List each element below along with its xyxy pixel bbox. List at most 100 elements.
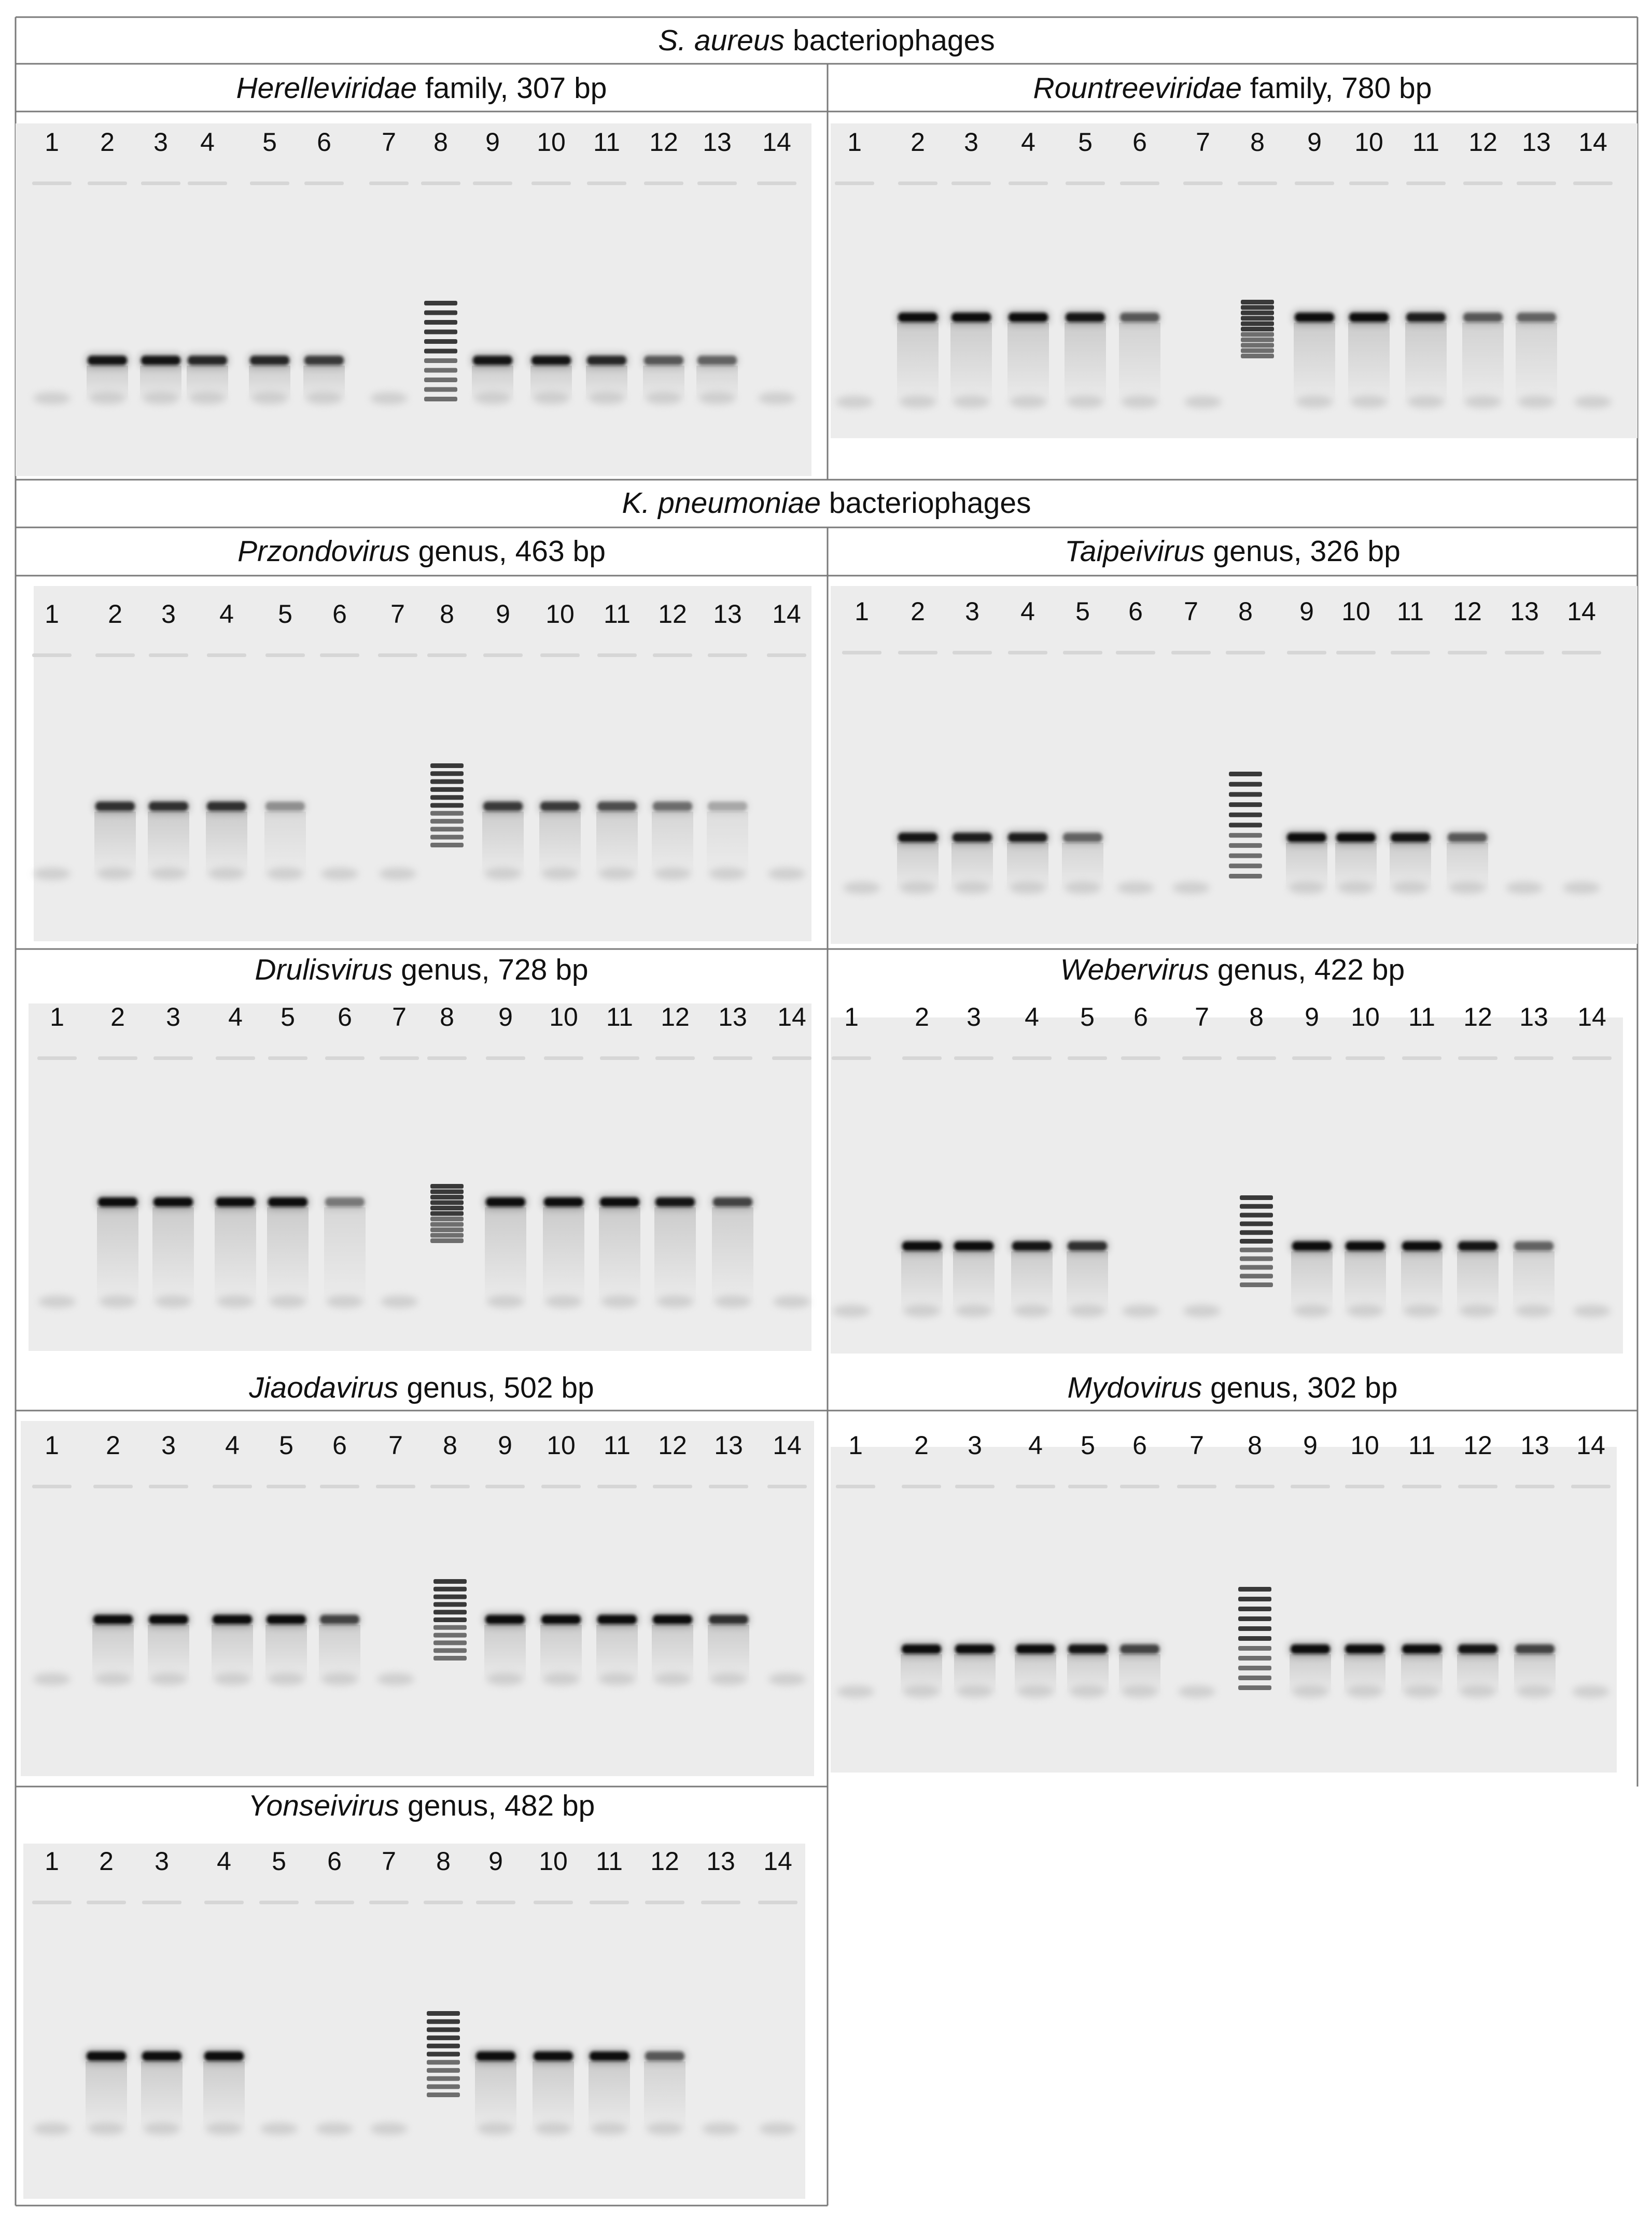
gel-well — [898, 182, 937, 185]
lane-number: 14 — [1578, 128, 1607, 157]
lane-smear — [203, 2061, 245, 2131]
gel-well — [600, 1056, 639, 1060]
lane-number: 1 — [50, 1002, 64, 1031]
gel-well — [1562, 651, 1601, 654]
primer-dimer-haze — [38, 1295, 76, 1308]
pcr-band — [1448, 833, 1487, 842]
ladder-band — [1240, 1204, 1273, 1209]
gel-well — [320, 1485, 359, 1488]
pcr-band — [597, 1615, 637, 1624]
gel-well — [149, 1485, 188, 1488]
gel-well — [32, 1485, 72, 1488]
gel-image — [34, 586, 811, 941]
pcr-band — [898, 833, 937, 842]
ladder-band — [1240, 1239, 1273, 1244]
lane-smear — [94, 812, 136, 876]
ladder-band — [1241, 348, 1274, 353]
gel-well — [142, 1901, 181, 1904]
ladder-band — [427, 2060, 460, 2065]
ladder-band — [430, 1211, 464, 1216]
lane-smear — [1401, 1251, 1443, 1314]
gel-well — [697, 182, 737, 185]
lane-smear — [1447, 843, 1488, 890]
primer-dimer-haze — [1172, 882, 1210, 894]
gel-well — [421, 182, 460, 185]
lane-smear — [1119, 323, 1160, 404]
ladder-band — [1229, 833, 1262, 838]
lane-number: 5 — [1075, 597, 1090, 626]
ladder-band — [433, 1586, 467, 1592]
gel-well — [953, 651, 992, 654]
ladder-band — [1238, 1636, 1271, 1641]
gel-well — [188, 182, 227, 185]
lane-smear — [472, 366, 513, 401]
pcr-band — [1120, 1644, 1159, 1654]
gel-image — [23, 1844, 805, 2199]
lane-smear — [530, 366, 572, 401]
ladder-band — [433, 1579, 467, 1584]
pcr-band — [540, 802, 580, 811]
ladder-band — [1238, 1685, 1271, 1690]
lane-number: 8 — [1250, 128, 1265, 157]
ladder-band — [427, 2076, 460, 2081]
gel-well — [767, 653, 806, 657]
pcr-band — [95, 802, 135, 811]
ladder-band — [424, 310, 457, 315]
gel-well — [701, 1901, 740, 1904]
lane-number: 6 — [1132, 1431, 1147, 1460]
ladder-band — [1241, 310, 1274, 315]
ladder-band — [1240, 1221, 1273, 1226]
lane-number: 5 — [279, 1431, 293, 1460]
panel-title: Yonseivirus genus, 482 bp — [248, 1789, 595, 1822]
pcr-band — [1008, 833, 1047, 842]
gel-well — [1402, 1485, 1441, 1488]
lane-smear — [1294, 323, 1335, 404]
gel-image — [831, 1017, 1623, 1354]
lane-smear — [539, 812, 581, 876]
lane-smear — [1067, 1654, 1109, 1694]
primer-dimer-haze — [1183, 1305, 1221, 1317]
primer-dimer-haze — [768, 1673, 806, 1685]
gel-well — [1505, 651, 1544, 654]
lane-number: 1 — [848, 1431, 863, 1460]
lane-number: 6 — [1132, 128, 1147, 157]
gel-well — [1345, 1485, 1384, 1488]
gel-well — [1295, 182, 1334, 185]
lane-number: 4 — [1021, 128, 1035, 157]
gel-well — [1235, 1485, 1275, 1488]
primer-dimer-haze — [836, 396, 873, 408]
primer-dimer-haze — [33, 868, 71, 880]
ladder-band — [430, 1189, 464, 1194]
pcr-band — [1120, 313, 1159, 322]
gel-well — [1120, 1485, 1159, 1488]
lane-number: 10 — [1341, 597, 1370, 626]
gel-well — [37, 1056, 77, 1060]
ladder-band — [433, 1610, 467, 1615]
pcr-band — [655, 1197, 695, 1207]
ladder-band — [1240, 1247, 1273, 1252]
gel-well — [544, 1056, 583, 1060]
gel-well — [315, 1901, 354, 1904]
lane-number: 12 — [658, 599, 687, 629]
pcr-band — [1066, 313, 1105, 322]
lane-number: 7 — [382, 1847, 396, 1876]
ladder-band — [430, 779, 464, 784]
pcr-band — [1295, 313, 1334, 322]
lane-number: 2 — [99, 1847, 114, 1876]
taxon-name: Mydovirus — [1067, 1371, 1202, 1404]
lane-number: 8 — [1249, 1002, 1264, 1031]
lane-smear — [589, 2061, 630, 2131]
lane-smear — [484, 1625, 526, 1682]
ladder-band — [430, 843, 464, 847]
gel-well — [32, 182, 72, 185]
lane-smear — [92, 1625, 134, 1682]
primer-dimer-haze — [316, 2123, 353, 2135]
gel-well — [204, 1901, 244, 1904]
ladder-band — [1241, 332, 1274, 337]
lane-number: 14 — [1567, 597, 1596, 626]
gel-well — [713, 1056, 752, 1060]
pcr-band — [645, 2052, 684, 2061]
pcr-band — [268, 1197, 307, 1207]
gel-well — [1120, 182, 1159, 185]
